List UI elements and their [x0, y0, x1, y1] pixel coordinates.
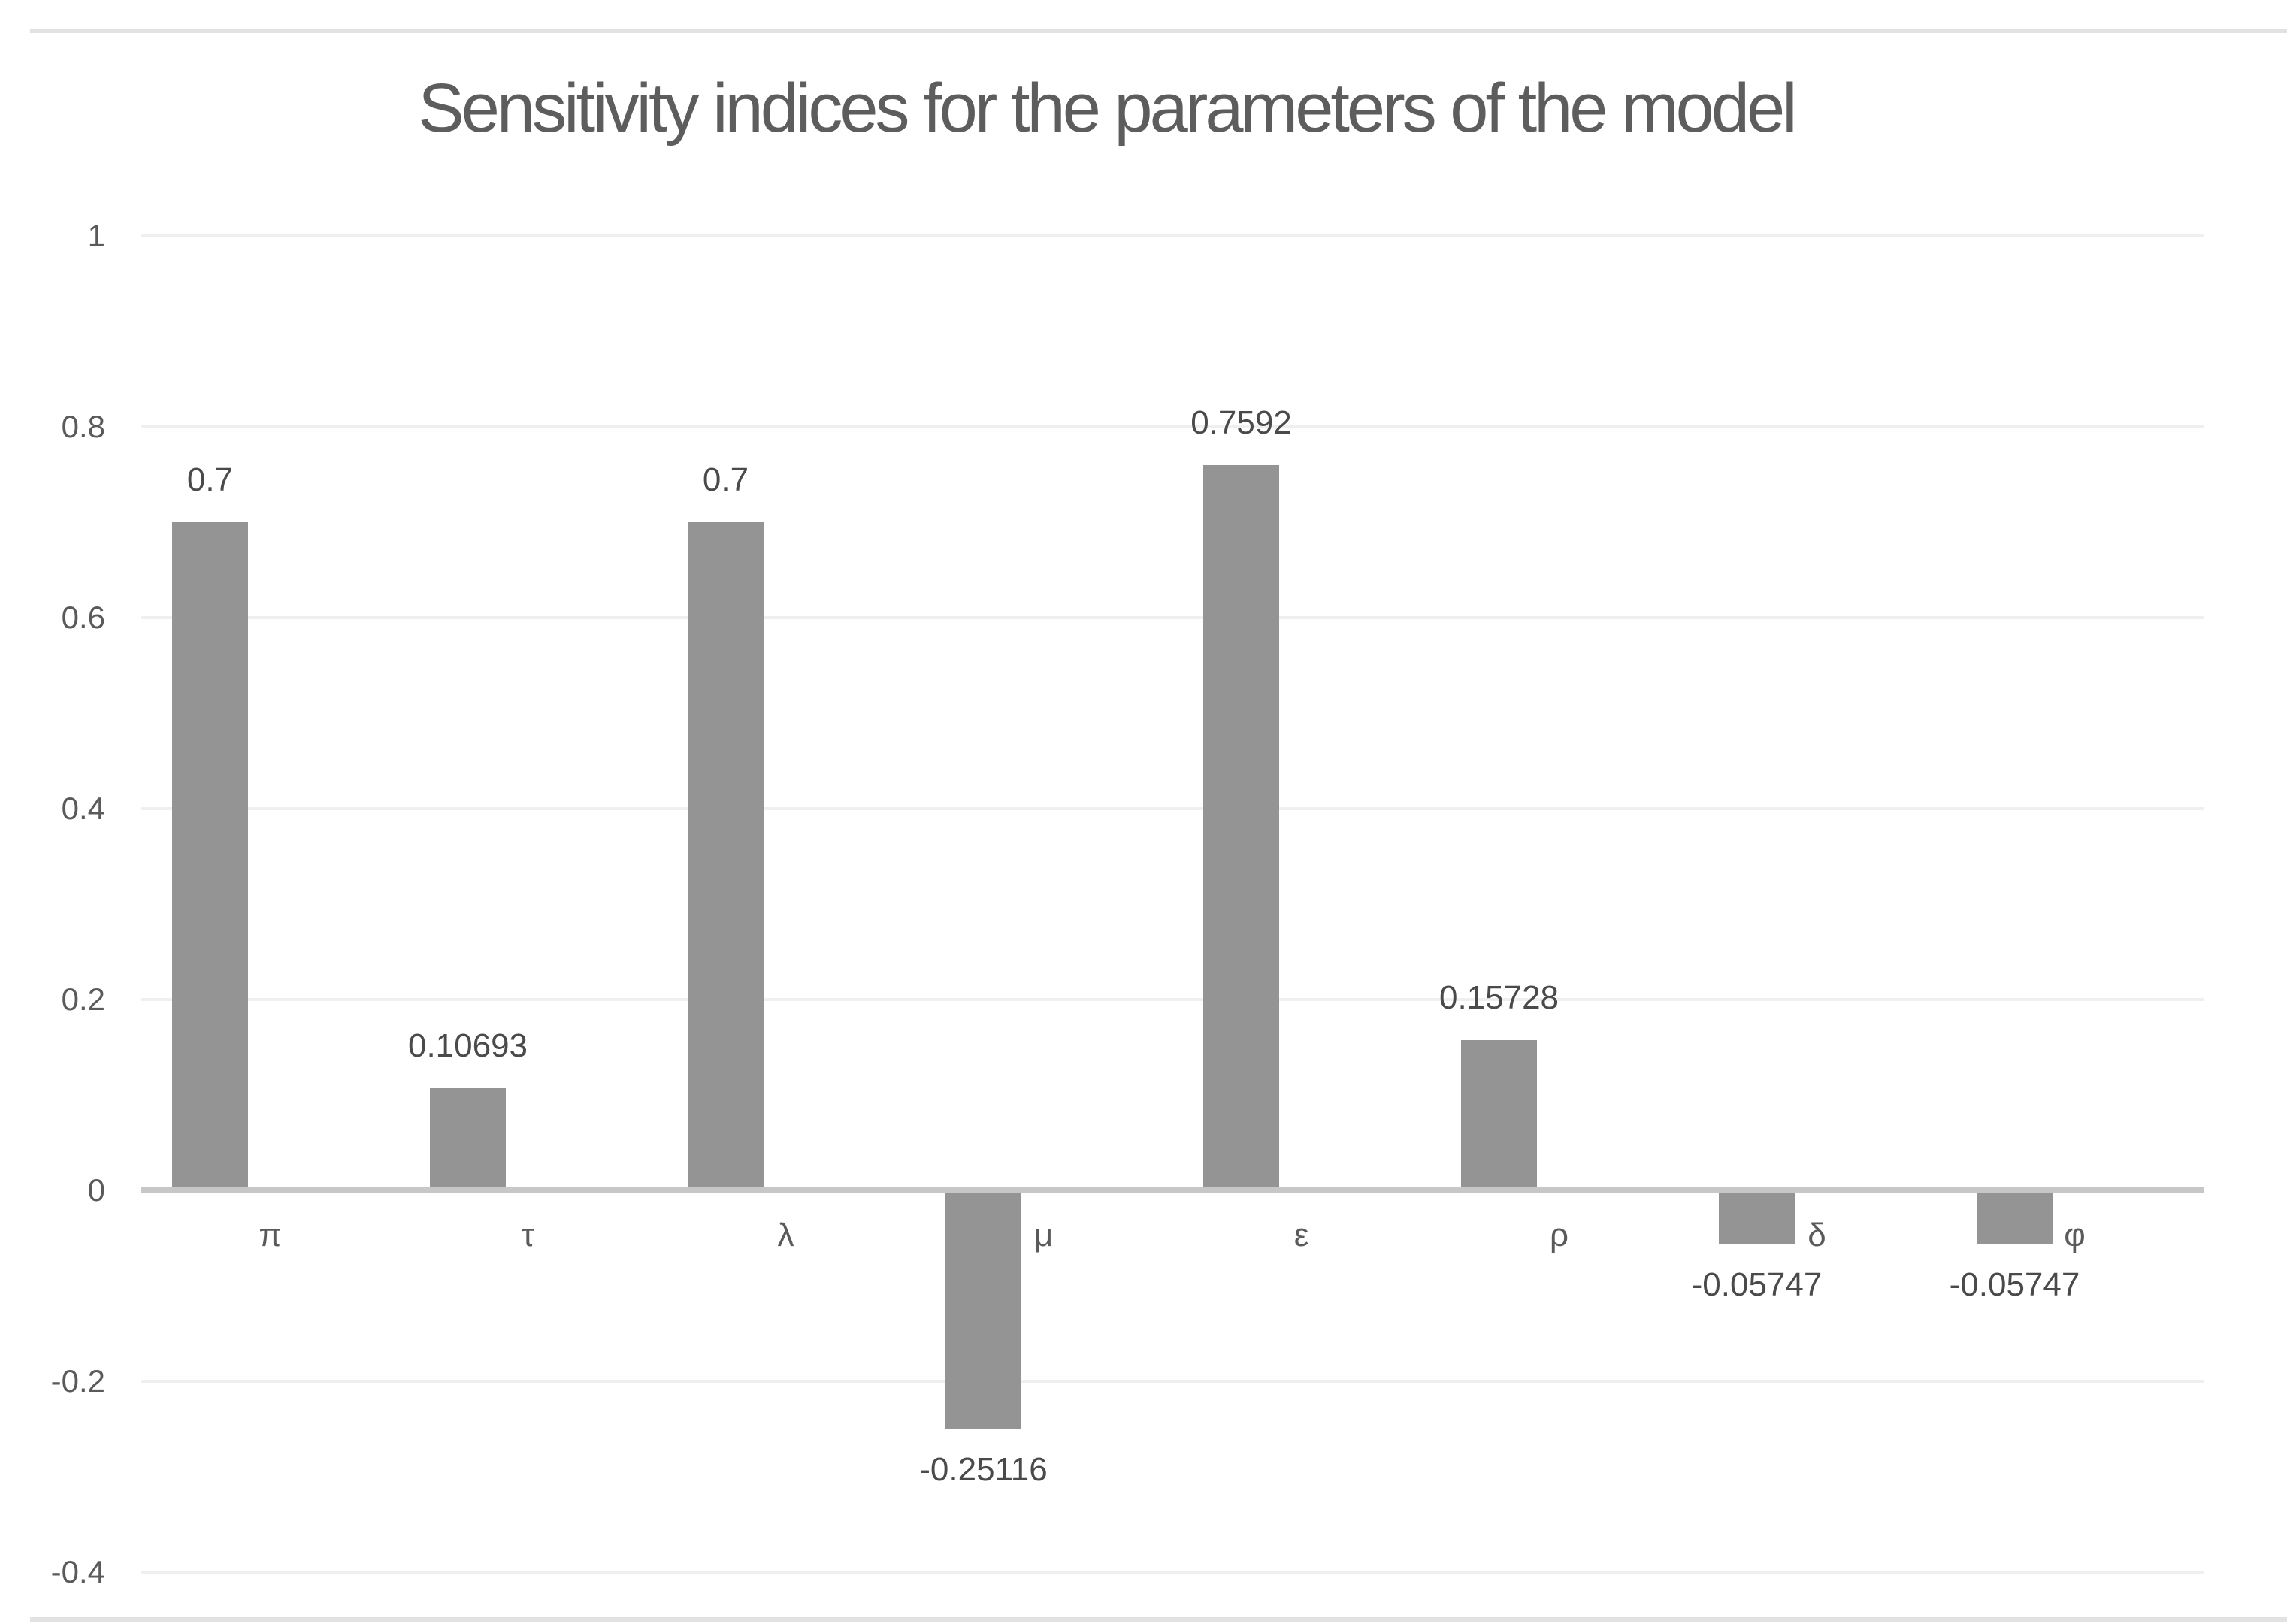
category-label-ε: ε: [1293, 1217, 1309, 1254]
y-tick-label: 0.6: [61, 599, 105, 635]
y-tick-label: 0.2: [61, 981, 105, 1017]
y-tick-label: -0.4: [50, 1553, 105, 1589]
chart-title: Sensitivity indices for the parameters o…: [418, 70, 1797, 147]
y-gridline: [141, 806, 2204, 810]
category-label-φ: φ: [2064, 1217, 2086, 1254]
y-tick-label: 1: [87, 217, 105, 253]
category-label-λ: λ: [777, 1217, 794, 1254]
y-tick-label: 0: [87, 1172, 105, 1208]
y-gridline: [141, 234, 2204, 237]
chart-top-border: [30, 29, 2287, 33]
y-tick-label: 0.4: [61, 790, 105, 826]
bar-data-label: 0.10693: [407, 1027, 528, 1064]
category-label-δ: δ: [1808, 1217, 1826, 1254]
bar-data-label: 0.7: [186, 461, 234, 498]
bar-data-label: -0.05747: [1949, 1266, 2080, 1304]
y-tick-label: 0.8: [61, 408, 105, 444]
bar-τ: [430, 1087, 506, 1190]
bar-λ: [688, 522, 764, 1190]
category-label-τ: τ: [521, 1217, 535, 1254]
bar-μ: [945, 1190, 1021, 1430]
y-tick-label: -0.2: [50, 1362, 105, 1399]
category-label-ρ: ρ: [1549, 1217, 1569, 1254]
bar-π: [172, 522, 248, 1190]
bar-data-label: 0.15728: [1438, 978, 1559, 1016]
y-gridline: [141, 425, 2204, 428]
y-gridline: [141, 615, 2204, 619]
bar-data-label: 0.7592: [1190, 404, 1292, 442]
y-gridline: [141, 1570, 2204, 1574]
y-gridline: [141, 997, 2204, 1001]
bar-data-label: -0.25116: [919, 1451, 1048, 1489]
bar-ρ: [1461, 1039, 1537, 1190]
bar-δ: [1719, 1190, 1795, 1245]
x-axis-line: [141, 1187, 2204, 1193]
bar-φ: [1977, 1190, 2053, 1245]
bar-ε: [1203, 465, 1279, 1190]
y-gridline: [141, 1379, 2204, 1383]
category-label-π: π: [259, 1217, 282, 1254]
chart-bottom-border: [30, 1617, 2287, 1622]
category-label-μ: μ: [1033, 1217, 1054, 1254]
bar-data-label: 0.7: [702, 461, 749, 498]
bar-data-label: -0.05747: [1691, 1266, 1823, 1304]
